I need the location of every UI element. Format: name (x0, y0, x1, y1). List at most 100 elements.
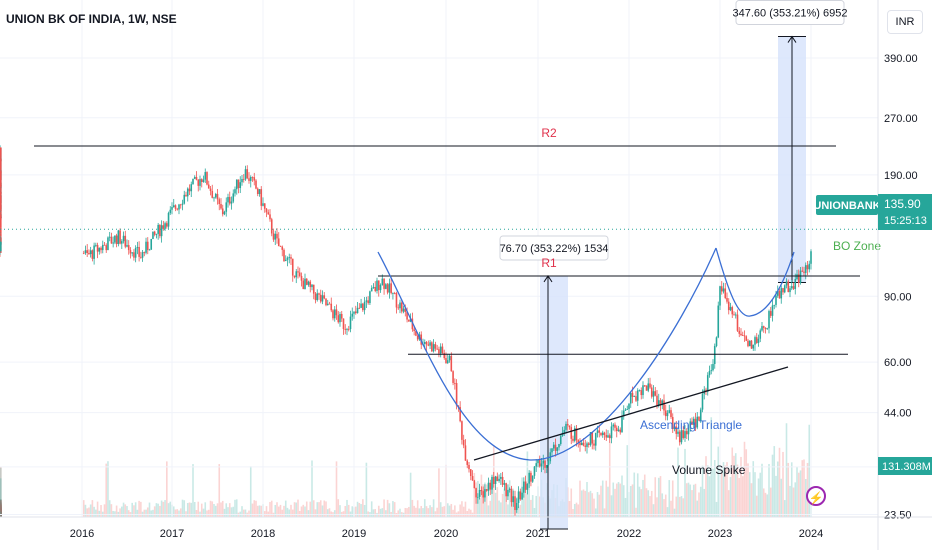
candle-body (530, 472, 532, 482)
volume-bar (241, 506, 243, 517)
volume-bar (0, 499, 2, 517)
volume-bar (733, 455, 735, 517)
volume-bar (503, 488, 506, 517)
volume-bar (0, 506, 2, 517)
candle-body (98, 247, 101, 252)
price-axis[interactable]: 17.5023.5031.5044.0060.0090.00190.00270.… (813, 0, 932, 550)
volume-bar (362, 499, 364, 517)
candle-body (678, 431, 681, 443)
volume-bar (703, 488, 706, 517)
volume-bar (136, 509, 139, 517)
time-tick-label: 2021 (526, 528, 550, 540)
candle-body (91, 250, 94, 259)
candle-body (684, 431, 686, 438)
volume-bar (478, 497, 481, 517)
candle-body (0, 165, 2, 171)
candle-body (803, 271, 805, 273)
candle-body (159, 224, 161, 237)
candle-body (692, 418, 695, 425)
candle-body (799, 270, 802, 283)
volume-bar (89, 504, 92, 517)
candle-body (682, 430, 685, 438)
candle-body (248, 178, 250, 181)
volume-bar (587, 492, 590, 517)
time-axis[interactable]: 2016 2017 2018 2019 2020 2021 2022 2023 2024 (0, 516, 932, 540)
volume-bar (804, 479, 807, 517)
price-tick-label: 60.00 (884, 357, 912, 369)
candle-body (172, 205, 175, 208)
volume-bar (785, 423, 788, 517)
volume-bar (769, 487, 772, 517)
candle-body (0, 233, 2, 237)
volume-bar (204, 502, 207, 517)
time-tick-label: 2024 (799, 528, 823, 540)
volume-bar (145, 509, 147, 517)
candle-body (213, 197, 215, 199)
volume-bar (750, 483, 753, 517)
flash-icon[interactable]: ⚡ (806, 486, 826, 506)
candle-body (0, 170, 2, 176)
volume-bar (392, 501, 394, 517)
candle-body (214, 193, 217, 198)
candle-body (748, 340, 751, 347)
volume-bar (415, 507, 417, 517)
volume-bar (579, 480, 581, 517)
candle-body (0, 227, 2, 234)
candle-body (689, 421, 692, 428)
volume-bar (281, 509, 284, 517)
candle-body (794, 279, 797, 289)
candle-body (710, 370, 713, 371)
volume-bar (580, 490, 583, 517)
candle-body (713, 345, 716, 364)
candle-body (628, 403, 630, 409)
volume-bar (431, 507, 433, 517)
candle-body (425, 342, 428, 345)
candle-body (256, 188, 259, 194)
volume-bar (617, 482, 620, 517)
volume-bar (126, 506, 128, 517)
candle-body (649, 383, 651, 388)
candle-body (754, 337, 756, 345)
candle-body (663, 400, 665, 411)
candle-body (119, 230, 121, 244)
volume-bar (91, 500, 94, 517)
volume-bar (469, 509, 472, 517)
volume-bar (409, 472, 412, 517)
volume-bar (582, 489, 585, 517)
candle-body (314, 293, 317, 301)
volume-bar (720, 473, 723, 517)
candle-body (0, 187, 2, 194)
horizontal-lines (0, 145, 878, 355)
volume-bar (790, 462, 793, 517)
volume-bar (0, 507, 2, 517)
currency-button[interactable]: INR (887, 10, 923, 34)
candle-body (136, 247, 139, 249)
volume-bar (0, 509, 2, 517)
volume-bar (661, 493, 664, 517)
volume-bar (351, 506, 354, 517)
candle-body (612, 424, 615, 427)
volume-bar (466, 510, 469, 517)
volume-bar (0, 504, 2, 517)
candle-body (699, 409, 702, 421)
volume-bar (323, 500, 326, 517)
volume-bar (346, 499, 348, 517)
volume-bar (766, 494, 769, 517)
symbol-title: UNION BK OF INDIA, 1W, NSE (6, 12, 177, 26)
volume-bar (216, 503, 219, 517)
candle-body (771, 305, 774, 316)
candle-body (376, 280, 378, 291)
volume-bar (335, 461, 338, 517)
candlesticks (0, 145, 812, 516)
volume-bar (631, 484, 634, 517)
candle-body (105, 245, 108, 251)
candle-body (284, 259, 287, 262)
candle-body (664, 410, 667, 417)
candle-body (719, 286, 721, 306)
candle-body (780, 288, 783, 299)
candle-body (321, 295, 324, 302)
volume-bar (167, 503, 170, 517)
volume-bar (0, 503, 2, 517)
grid (0, 0, 878, 517)
